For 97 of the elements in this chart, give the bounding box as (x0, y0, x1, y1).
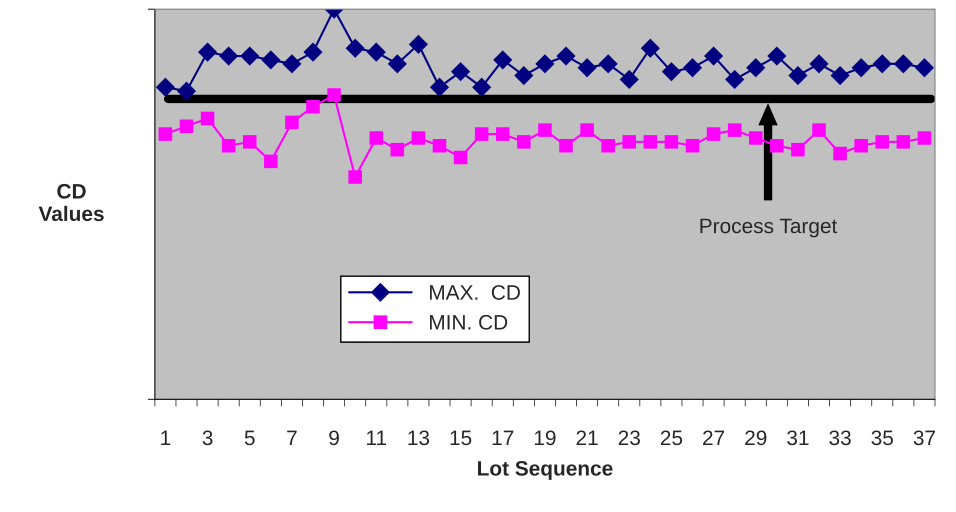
point (451, 62, 470, 81)
point (474, 127, 488, 141)
point (282, 54, 302, 74)
point (598, 54, 618, 74)
x-tick-label: 35 (871, 430, 893, 446)
point (158, 127, 172, 141)
point (412, 131, 426, 145)
point (559, 138, 573, 153)
point (366, 42, 386, 62)
point (830, 66, 850, 85)
x-tick-label: 21 (576, 430, 598, 446)
point (514, 66, 534, 85)
point (810, 54, 828, 74)
x-tick-label: 19 (534, 430, 556, 446)
point (918, 131, 932, 145)
point (664, 135, 678, 149)
point (620, 70, 639, 89)
point (556, 46, 576, 66)
x-axis-title: Lot Sequence (478, 460, 613, 480)
x-tick-label: 33 (829, 430, 851, 446)
point (177, 82, 196, 101)
point (601, 138, 615, 153)
y-axis-title: CD Values (38, 184, 104, 222)
point (472, 78, 492, 97)
point (852, 58, 871, 78)
point (454, 150, 468, 164)
point (493, 50, 512, 70)
point (306, 100, 320, 114)
x-tick-label: 25 (660, 430, 682, 446)
point (327, 88, 341, 102)
x-tick-label: 23 (618, 430, 640, 446)
point (706, 127, 720, 141)
point (748, 131, 763, 145)
legend-label: MIN. CD (430, 314, 508, 330)
point (409, 34, 428, 54)
x-tick-label: 3 (202, 430, 212, 446)
point (430, 78, 449, 97)
annotation: Process Target (700, 218, 838, 238)
point (432, 138, 446, 153)
point (788, 66, 808, 85)
point (388, 54, 407, 74)
x-tick-label: 29 (745, 430, 766, 446)
point (896, 135, 910, 149)
x-tick-label: 13 (408, 430, 430, 446)
point (854, 138, 868, 153)
point (767, 46, 786, 66)
point (662, 62, 681, 81)
legend-label: MAX. CD (430, 285, 520, 300)
point (222, 138, 236, 153)
point (683, 58, 702, 78)
x-tick-label: 37 (914, 430, 935, 446)
point (791, 142, 805, 156)
point (369, 131, 384, 145)
x-tick-label: 7 (287, 430, 297, 446)
point (156, 78, 175, 97)
point (517, 135, 531, 149)
point (578, 58, 596, 78)
point (536, 54, 554, 74)
x-tick-label: 31 (787, 430, 808, 446)
point (219, 46, 238, 66)
point (894, 54, 913, 74)
point (496, 127, 510, 141)
point (728, 123, 742, 137)
point (390, 142, 404, 156)
point (915, 58, 934, 78)
x-tick-label: 11 (367, 430, 386, 446)
point (770, 138, 784, 153)
point (833, 146, 847, 160)
x-tick-label: 17 (492, 430, 514, 446)
point (240, 46, 260, 66)
point (261, 50, 280, 70)
point (686, 138, 700, 153)
point (644, 135, 658, 149)
x-tick-label: 1 (161, 430, 170, 446)
point (346, 38, 365, 58)
x-tick-label: 15 (450, 430, 472, 446)
point (875, 135, 890, 149)
point (285, 116, 299, 130)
point (198, 42, 217, 62)
point (872, 54, 892, 74)
point (725, 70, 744, 89)
point (538, 123, 552, 137)
x-tick-label: 5 (244, 430, 255, 446)
point (812, 123, 826, 137)
point (180, 119, 194, 134)
point (242, 135, 257, 149)
point (304, 42, 322, 62)
point (640, 38, 660, 58)
x-tick-label: 9 (329, 430, 339, 446)
point (348, 170, 362, 184)
x-tick-label: 27 (703, 430, 724, 446)
point (704, 46, 723, 66)
point (622, 135, 636, 149)
point (200, 112, 214, 126)
point (580, 123, 594, 137)
point (746, 58, 766, 78)
point (264, 154, 278, 168)
